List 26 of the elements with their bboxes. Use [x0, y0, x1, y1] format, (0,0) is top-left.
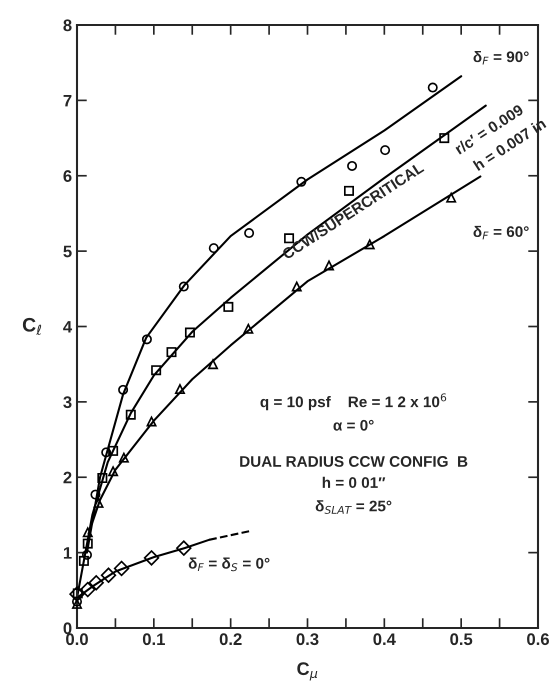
annotation: α = 0° [333, 420, 374, 431]
y-tick-label: 1 [64, 547, 72, 559]
y-tick-label: 8 [63, 19, 72, 32]
annotation: δ$_{F}$ = 60° [474, 226, 529, 240]
x-tick-label: 0.2 [220, 633, 242, 646]
x-tick-label: 0.0 [66, 633, 88, 646]
x-tick-label: 0.1 [142, 633, 165, 646]
annotation: δ$_{F}$ = 90° [474, 50, 529, 65]
y-axis-title: C$_{ℓ}$ [22, 318, 42, 335]
y-tick-label: 6 [63, 170, 72, 182]
y-tick-label: 4 [63, 321, 72, 333]
annotation: DUAL RADIUS CCW CONFIG B [240, 456, 468, 467]
annotation: q = 10 psf Re = 1 2 x 10$^{6}$ [260, 393, 446, 410]
y-tick-label: 2 [63, 472, 72, 484]
x-axis-title: C$_{μ}$ [297, 662, 318, 680]
x-tick-label: 0.3 [296, 633, 318, 646]
y-tick-label: 3 [63, 396, 72, 408]
y-tick-label: 0 [64, 622, 72, 634]
annotation: δ$_{F}$ = δ$_{S}$ = 0° [188, 557, 270, 572]
x-tick-label: 0.6 [527, 633, 549, 646]
annotation: h = 0 01″ [322, 476, 386, 488]
x-tick-label: 0.4 [373, 633, 396, 646]
y-tick-label: 5 [63, 246, 72, 258]
y-tick-label: 7 [64, 94, 72, 106]
annotation: δ$_{SLAT}$ = 25° [316, 500, 392, 514]
x-tick-label: 0.5 [450, 633, 472, 646]
